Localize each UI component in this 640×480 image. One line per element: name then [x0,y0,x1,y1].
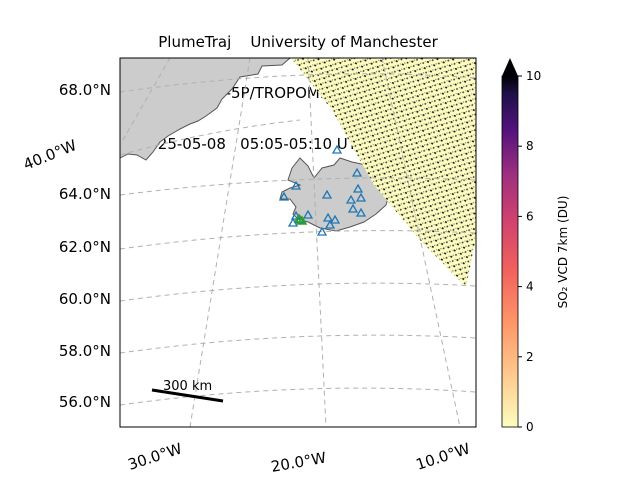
colorbar-tick-label: 0 [526,420,534,434]
colorbar-tick-label: 10 [526,69,541,83]
scale-bar [151,388,224,403]
volcano-markers [278,144,367,236]
lon-label-40w: 40.0°W [21,136,80,174]
lat-label-62: 62.0°N [59,238,111,256]
volcano-marker [278,191,290,201]
volcano-marker [290,180,302,190]
source-marker [296,215,308,225]
lat-label-60: 60.0°N [59,290,111,308]
map-frame [119,57,477,428]
lat-label-56: 56.0°N [59,393,111,411]
volcano-marker [322,212,334,222]
graticule [120,58,476,427]
volcano-marker [347,203,359,213]
colorbar-tick-label: 4 [526,280,534,294]
tropomi-swath [291,58,476,287]
colorbar-tick-label: 6 [526,209,534,223]
volcano-marker [355,207,367,217]
lat-label-64: 64.0°N [59,185,111,203]
lon-label-20w: 20.0°W [270,449,328,476]
lat-label-68: 68.0°N [59,81,111,99]
volcano-marker [302,209,314,219]
colorbar-label: SO₂ VCD 7km (DU) [556,196,570,309]
lat-label-58: 58.0°N [59,342,111,360]
source-markers [293,213,308,225]
volcano-marker [355,192,367,202]
colorbar-tick-label: 2 [526,350,534,364]
volcano-marker [329,214,341,224]
volcano-marker [345,194,357,204]
volcano-marker [316,226,328,236]
greenland-landmass [120,58,291,161]
colorbar-extend-triangle [502,58,518,76]
volcano-marker [352,183,364,193]
volcano-marker [321,189,333,199]
colorbar-gradient [501,75,519,428]
colorbar-tick-label: 8 [526,139,534,153]
map-area: 300 km [120,58,476,427]
title-line-1: PlumeTraj University of Manchester [158,33,438,51]
colorbar: 0 2 4 6 8 10 SO₂ VCD 7km (DU) [501,58,570,434]
latitude-labels: 68.0°N 64.0°N 62.0°N 60.0°N 58.0°N 56.0°… [59,81,111,411]
lon-label-30w: 30.0°W [126,439,185,473]
volcano-marker [331,144,343,154]
volcano-marker [351,167,363,177]
scale-bar-label: 300 km [163,379,212,394]
colorbar-ticks: 0 2 4 6 8 10 [518,69,541,434]
volcano-marker [324,219,336,229]
lon-label-10w: 10.0°W [414,439,473,473]
